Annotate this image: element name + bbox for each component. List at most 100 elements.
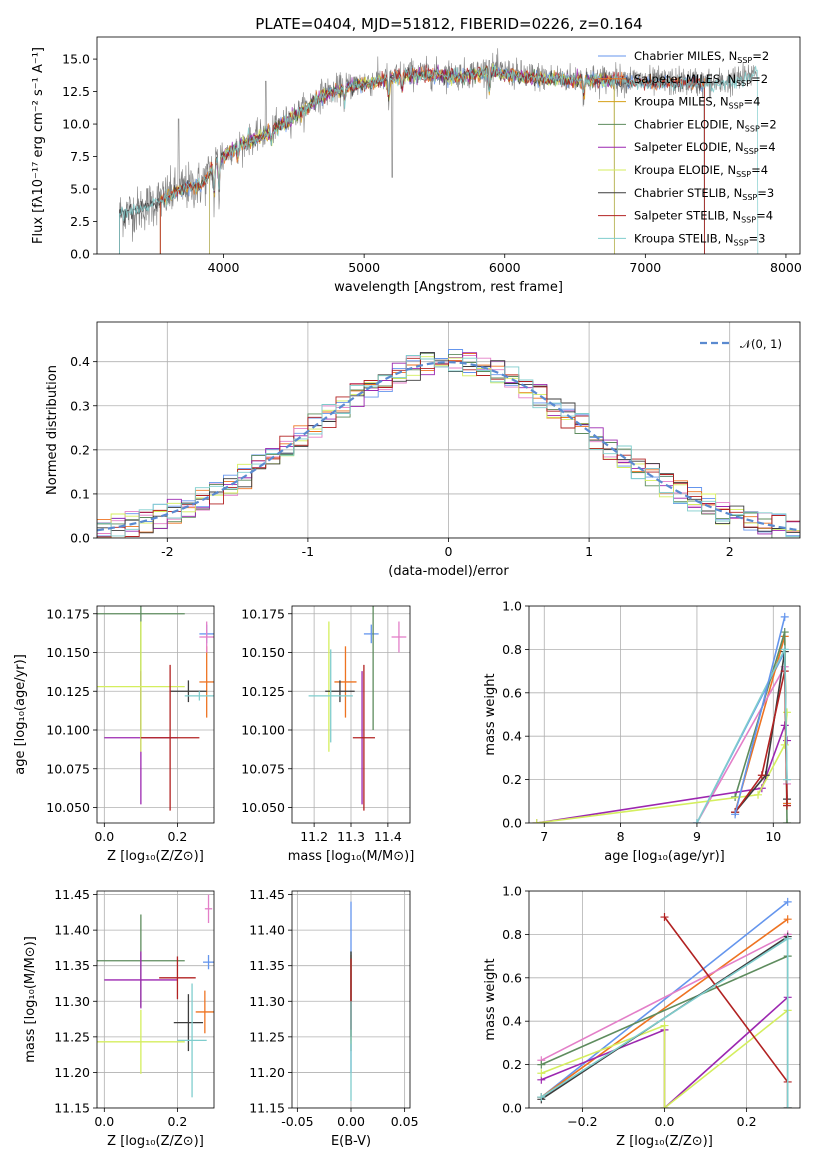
axes-frame — [528, 890, 801, 1109]
y-tick-label: 0.0 — [70, 531, 90, 546]
x-tick-label: 0.00 — [337, 1114, 365, 1129]
axes-frame — [96, 605, 215, 824]
x-axis-label: mass [log₁₀(M/M⊙)] — [288, 849, 415, 864]
x-tick-label: 6000 — [489, 260, 521, 275]
x-axis-label: E(B-V) — [331, 1134, 371, 1149]
mass-weight-marker — [780, 645, 789, 654]
y-tick-label: 15.0 — [62, 52, 90, 67]
x-tick-label: 0.0 — [94, 829, 114, 844]
y-tick-label: 0.2 — [70, 442, 90, 457]
y-tick-label: 10.050 — [46, 800, 90, 815]
legend-entry: Salpeter MILES, NSSP=2 — [634, 72, 768, 88]
x-tick-label: 11.4 — [374, 829, 402, 844]
x-tick-label: 1 — [585, 544, 593, 559]
mass-weight-marker — [692, 819, 701, 823]
y-tick-label: 10.125 — [46, 684, 90, 699]
x-tick-label: 0.2 — [167, 1114, 187, 1129]
y-tick-label: 0.3 — [70, 398, 90, 413]
y-axis-label: age [log₁₀(age/yr)] — [13, 654, 28, 775]
y-tick-label: 11.35 — [54, 958, 90, 973]
y-tick-label: 0.0 — [70, 247, 90, 262]
x-tick-label: 7 — [540, 829, 548, 844]
x-tick-label: 0.0 — [94, 1114, 114, 1129]
residual-histogram — [97, 357, 800, 538]
x-tick-label: -2 — [161, 544, 173, 559]
axes-mass-vs-Z: 0.0 0.2 11.15 11.20 11.25 11.30 11.35 11.40 11.4… — [23, 887, 215, 1149]
mass-weight-marker — [783, 819, 792, 823]
mass-weight-marker — [754, 790, 763, 799]
mass-weight-marker — [780, 628, 789, 637]
axes-age-vs-mass: 11.2 11.3 11.4 10.050 10.075 10.100 10.125 10.1… — [241, 605, 415, 864]
y-tick-label: 11.40 — [54, 923, 90, 938]
y-tick-label: 10.150 — [46, 645, 90, 660]
y-tick-label: 11.25 — [249, 1029, 285, 1044]
y-tick-label: 0.8 — [502, 927, 522, 942]
y-tick-label: 0.4 — [70, 354, 90, 369]
mass-weight-line — [541, 1009, 789, 1108]
y-tick-label: 2.5 — [70, 214, 90, 229]
y-tick-label: 11.20 — [54, 1065, 90, 1080]
y-tick-label: 10.175 — [241, 606, 285, 621]
mass-weight-marker — [783, 708, 792, 717]
mass-weight-marker — [660, 1021, 669, 1030]
x-axis-label: Z [log₁₀(Z/Z⊙)] — [107, 849, 204, 864]
y-axis-label: mass weight — [483, 673, 498, 755]
x-tick-label: 8000 — [770, 260, 802, 275]
legend-entry: Kroupa ELODIE, NSSP=4 — [634, 163, 768, 179]
model-spectrum-line — [119, 66, 705, 254]
plot-area — [119, 48, 759, 254]
axes-frame — [96, 36, 801, 255]
y-tick-label: 11.40 — [249, 923, 285, 938]
legend-entry: Chabrier MILES, NSSP=2 — [634, 49, 769, 65]
y-tick-label: 0.1 — [70, 486, 90, 501]
model-spectrum-line — [159, 67, 615, 254]
legend: Chabrier MILES, NSSP=2 Salpeter MILES, NS… — [598, 49, 777, 247]
x-tick-label: 0 — [445, 544, 453, 559]
x-axis-label: Z [log₁₀(Z/Z⊙)] — [107, 1134, 204, 1149]
x-tick-label: 11.3 — [337, 829, 365, 844]
y-axis-label: mass [log₁₀(M/M⊙)] — [23, 936, 38, 1063]
model-spectrum-line — [209, 63, 615, 254]
model-spectrum-line — [209, 64, 615, 254]
x-tick-label: 0.0 — [655, 1114, 675, 1129]
x-tick-label: 10 — [765, 829, 781, 844]
y-tick-label: 11.45 — [54, 887, 90, 902]
axes-mass-weight-vs-Z: −0.2 0.0 0.2 0.0 0.2 0.4 0.6 0.8 1.0 Z [log₁₀(Z/Z… — [483, 884, 801, 1149]
plot-area — [292, 891, 410, 1108]
mass-weight-marker — [731, 810, 740, 819]
y-tick-label: 5.0 — [70, 182, 90, 197]
y-tick-label: 10.100 — [241, 723, 285, 738]
mass-weight-line — [540, 918, 789, 1098]
y-tick-label: 7.5 — [70, 149, 90, 164]
axes-mass-vs-ebv: -0.05 0.00 0.05 11.15 11.20 11.25 11.30 11.35 11… — [249, 887, 418, 1149]
x-tick-label: 11.2 — [300, 829, 328, 844]
y-tick-label: 11.15 — [249, 1101, 285, 1116]
y-tick-label: 0.8 — [502, 642, 522, 657]
figure-title: PLATE=0404, MJD=51812, FIBERID=0226, z=0… — [255, 15, 642, 33]
y-tick-label: 0.4 — [502, 1014, 522, 1029]
x-tick-label: −0.2 — [567, 1114, 597, 1129]
mass-weight-marker — [783, 1104, 792, 1108]
x-axis-label: age [log₁₀(age/yr)] — [604, 849, 725, 864]
x-tick-label: 0.2 — [737, 1114, 757, 1129]
y-tick-label: 11.25 — [54, 1029, 90, 1044]
plot-area — [292, 606, 410, 823]
y-axis-label: Normed distribution — [45, 365, 60, 495]
x-tick-label: 4000 — [208, 260, 240, 275]
model-spectrum-line — [209, 64, 615, 254]
mass-weight-marker — [537, 1093, 546, 1102]
mass-weight-marker — [537, 1069, 546, 1078]
mass-weight-marker — [537, 1060, 546, 1069]
y-tick-label: 10.150 — [241, 645, 285, 660]
mass-weight-marker — [780, 612, 789, 621]
y-tick-label: 0.6 — [502, 685, 522, 700]
mass-weight-line — [540, 933, 789, 1062]
y-tick-label: 10.0 — [62, 117, 90, 132]
y-tick-label: 10.125 — [241, 684, 285, 699]
x-tick-label: 0.2 — [167, 829, 187, 844]
x-tick-label: 0.05 — [391, 1114, 419, 1129]
y-tick-label: 0.0 — [502, 1101, 522, 1116]
mass-weight-marker — [783, 775, 792, 784]
y-tick-label: 0.6 — [502, 970, 522, 985]
y-tick-label: 1.0 — [502, 884, 522, 899]
